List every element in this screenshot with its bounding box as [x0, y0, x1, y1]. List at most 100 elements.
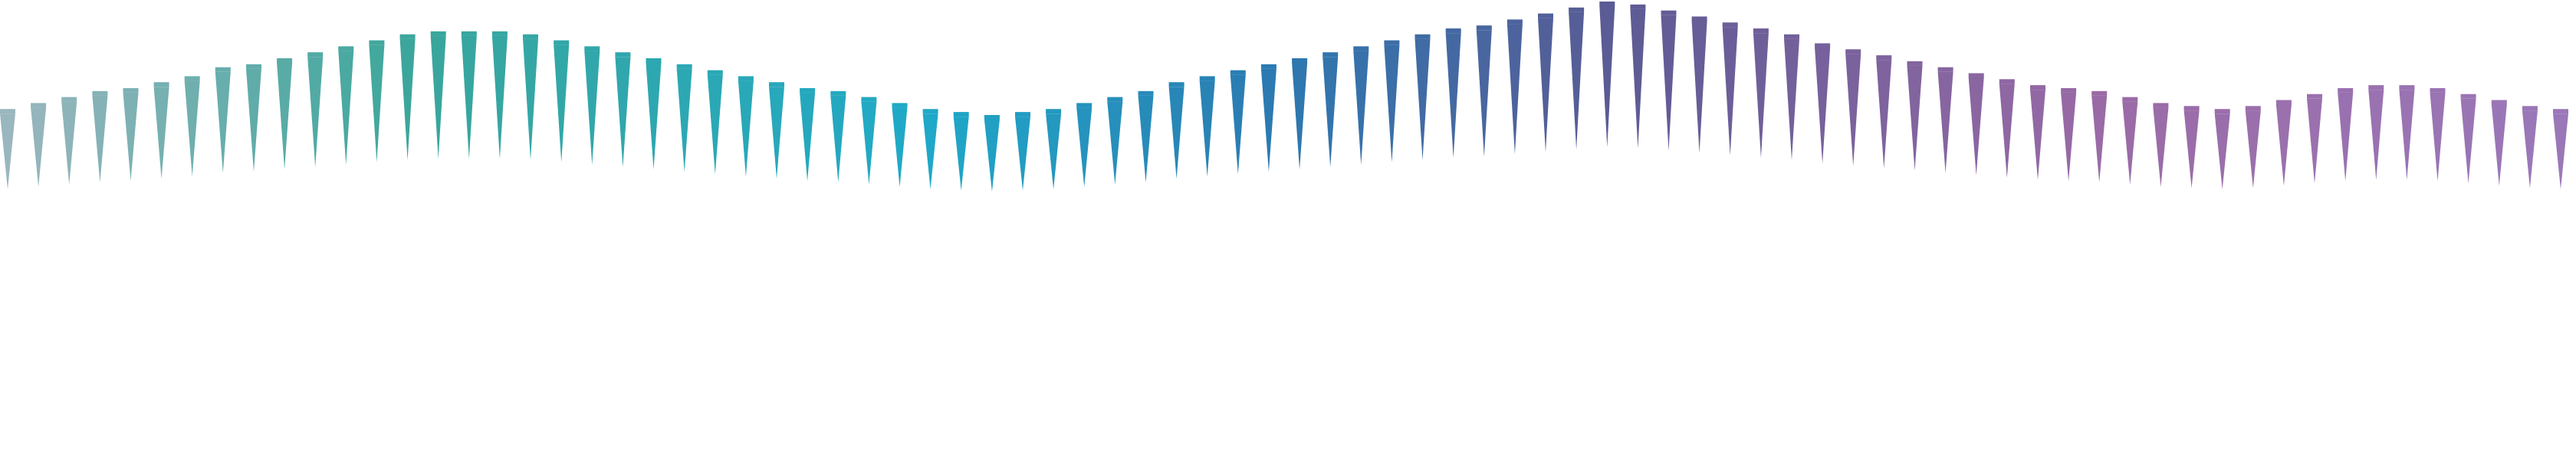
spike-cap [584, 46, 600, 51]
spike-cap [1845, 49, 1861, 54]
spike-cap [1538, 13, 1553, 18]
spike-blade [1138, 95, 1154, 182]
spike-52 [1569, 7, 1585, 150]
spike-blade [246, 68, 261, 172]
spike-cap [2275, 100, 2292, 105]
spike-42 [1260, 64, 1276, 172]
spike-66 [1999, 79, 2015, 178]
spike-blade [153, 87, 169, 179]
spike-cap [2491, 100, 2507, 105]
spike-cap [2338, 87, 2354, 93]
spike-blade [2307, 98, 2322, 184]
spike-cap [1968, 73, 1984, 78]
spike-blade [2091, 95, 2108, 182]
spike-blade [1722, 27, 1738, 156]
spike-blade [2275, 104, 2292, 186]
spike-29 [861, 97, 877, 185]
spike-blade [1937, 71, 1953, 173]
spike-blade [1476, 30, 1492, 157]
spike-83 [2522, 106, 2538, 189]
spike-blade [2214, 113, 2230, 189]
spike-blade [1845, 54, 1861, 166]
spike-blade [1661, 15, 1677, 151]
spike-cap [800, 87, 816, 93]
spike-blade [1107, 101, 1123, 185]
spike-blade [1076, 107, 1092, 187]
spike-blade [2430, 92, 2446, 182]
spike-blade [491, 35, 508, 159]
spike-cap [2522, 106, 2538, 111]
spike-76 [2307, 94, 2322, 184]
spike-cap [922, 109, 938, 114]
spike-blade [1015, 117, 1030, 191]
spike-78 [2368, 85, 2384, 180]
spike-8 [215, 67, 231, 173]
spike-cap [1414, 34, 1431, 39]
spike-40 [1199, 76, 1215, 177]
spike-cap [1384, 40, 1400, 45]
spike-blade [1630, 8, 1646, 149]
spike-58 [1753, 28, 1769, 158]
spike-54 [1630, 4, 1646, 149]
spike-38 [1138, 90, 1154, 182]
spike-blade [1876, 60, 1892, 169]
spike-blade [2061, 92, 2077, 182]
spike-45 [1353, 46, 1369, 165]
spike-cap [92, 90, 108, 96]
spike-10 [277, 58, 293, 169]
spike-61 [1845, 49, 1861, 166]
spike-71 [2153, 103, 2169, 187]
spike-blade [215, 71, 231, 173]
spike-19 [554, 40, 570, 163]
spike-79 [2399, 85, 2415, 180]
spike-cap [1107, 97, 1123, 102]
spike-blade [1168, 87, 1184, 179]
spike-blade [1815, 48, 1831, 164]
spike-blade [2338, 92, 2354, 182]
spike-32 [953, 112, 969, 191]
spike-blade [1260, 68, 1276, 172]
spike-blade [676, 68, 692, 172]
spike-blade [61, 101, 77, 185]
spike-blade [769, 87, 784, 179]
spike-23 [676, 64, 692, 172]
spike-cap [2553, 109, 2568, 114]
spike-11 [307, 52, 324, 167]
spike-blade [1569, 12, 1585, 150]
spike-blade [123, 92, 139, 182]
spike-blade [523, 38, 538, 160]
spike-blade [338, 51, 354, 165]
spike-blade [953, 117, 969, 191]
spike-4 [92, 90, 108, 182]
spike-blade [892, 107, 908, 187]
spike-blade [1414, 38, 1431, 160]
spike-cap [338, 46, 354, 51]
spike-cap [1999, 79, 2015, 84]
spike-15 [430, 31, 446, 159]
spike-33 [984, 115, 1000, 192]
spike-blade [1907, 65, 1923, 171]
spike-blade [1322, 57, 1339, 167]
spike-70 [2122, 97, 2138, 185]
spike-blade [1230, 74, 1246, 175]
spike-20 [584, 46, 600, 165]
spike-cap [1015, 112, 1030, 117]
spike-48 [1445, 28, 1461, 158]
spike-84 [2553, 109, 2568, 189]
spike-cap [2183, 106, 2200, 111]
spike-blade [430, 35, 446, 159]
spike-6 [153, 82, 169, 179]
spike-cap [307, 52, 324, 58]
spike-blade [646, 63, 662, 169]
spike-63 [1907, 61, 1923, 171]
spike-64 [1937, 67, 1953, 173]
spike-blade [1691, 21, 1707, 153]
spike-blade [2030, 90, 2045, 180]
spike-cap [491, 31, 508, 36]
spike-56 [1691, 16, 1707, 153]
spike-blade [554, 44, 570, 163]
spike-cap [2030, 85, 2045, 90]
spike-cap [2122, 97, 2138, 102]
spike-27 [800, 87, 816, 182]
